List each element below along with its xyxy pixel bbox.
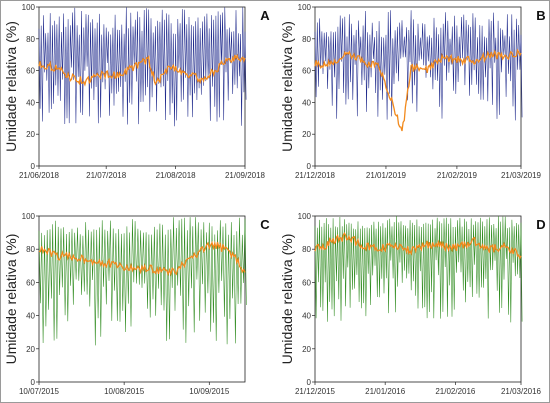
series-average-line xyxy=(38,53,246,87)
y-tick-label: 20 xyxy=(26,345,35,354)
plot-frame xyxy=(38,215,246,383)
series-average-line xyxy=(314,48,522,132)
x-tick-label: 10/09/2015 xyxy=(189,387,230,396)
panel-c: 0 20 40 60 80 100 10/07/2015 10/08/2015 10/09/20… xyxy=(3,212,270,396)
y-tick-label: 0 xyxy=(31,162,36,171)
panel-letter: C xyxy=(260,217,270,232)
y-axis-label: Umidade relativa (%) xyxy=(279,234,295,365)
x-tick-label: 10/08/2015 xyxy=(104,387,145,396)
y-tick-label: 20 xyxy=(302,130,311,139)
y-tick-label: 40 xyxy=(302,98,311,107)
y-tick-label: 80 xyxy=(302,35,311,44)
y-tick-label: 0 xyxy=(307,162,312,171)
y-tick-label: 40 xyxy=(26,98,35,107)
plot-frame xyxy=(314,6,522,167)
y-tick-label: 60 xyxy=(26,278,35,287)
y-tick-label: 100 xyxy=(22,212,36,221)
panel-a: 0 20 40 60 80 100 21/06/2018 21/07/2018 21/08/20… xyxy=(3,3,270,180)
x-tick-label: 21/12/2015 xyxy=(295,387,336,396)
panel-d: 0 20 40 60 80 100 21/12/2015 21/01/2016 21/02/20… xyxy=(279,212,546,396)
y-tick-label: 100 xyxy=(22,3,36,12)
x-tick-label: 21/07/2018 xyxy=(86,171,127,180)
panel-letter: D xyxy=(536,217,545,232)
x-tick-label: 21/09/2018 xyxy=(225,171,266,180)
x-tick-label: 21/06/2018 xyxy=(19,171,60,180)
plot-frame xyxy=(38,6,246,167)
y-tick-label: 0 xyxy=(31,378,36,387)
y-tick-label: 60 xyxy=(302,278,311,287)
panel-b: 0 20 40 60 80 100 21/12/2018 21/01/2019 21/02/20… xyxy=(279,3,546,180)
series-hourly-line xyxy=(38,7,247,127)
x-tick-label: 21/01/2019 xyxy=(366,171,407,180)
x-tick-label: 21/01/2016 xyxy=(365,387,406,396)
x-tick-label: 21/02/2016 xyxy=(435,387,476,396)
y-tick-label: 60 xyxy=(26,67,35,76)
y-tick-label: 20 xyxy=(26,130,35,139)
y-axis-label: Umidade relativa (%) xyxy=(3,21,19,152)
y-tick-label: 80 xyxy=(302,245,311,254)
x-tick-label: 10/07/2015 xyxy=(19,387,60,396)
x-tick-label: 21/12/2018 xyxy=(295,171,336,180)
series-hourly-line xyxy=(38,217,247,346)
y-tick-label: 40 xyxy=(302,312,311,321)
y-tick-label: 80 xyxy=(26,35,35,44)
plot-frame xyxy=(314,215,522,383)
x-tick-label: 21/08/2018 xyxy=(156,171,197,180)
x-tick-label: 21/03/2016 xyxy=(501,387,542,396)
y-tick-label: 40 xyxy=(26,312,35,321)
series-average-line xyxy=(38,240,246,277)
y-axis-label: Umidade relativa (%) xyxy=(279,21,295,152)
x-tick-label: 21/03/2019 xyxy=(501,171,542,180)
y-tick-label: 60 xyxy=(302,67,311,76)
y-axis-label: Umidade relativa (%) xyxy=(3,234,19,365)
y-tick-label: 100 xyxy=(298,212,312,221)
series-hourly-line xyxy=(314,216,523,323)
panel-letter: B xyxy=(536,8,545,23)
series-hourly-line xyxy=(314,10,523,121)
y-tick-label: 80 xyxy=(26,245,35,254)
y-tick-label: 0 xyxy=(307,378,312,387)
y-tick-label: 20 xyxy=(302,345,311,354)
y-tick-label: 100 xyxy=(298,3,312,12)
series-average-line xyxy=(314,231,522,260)
x-tick-label: 21/02/2019 xyxy=(437,171,478,180)
panel-letter: A xyxy=(260,8,270,23)
